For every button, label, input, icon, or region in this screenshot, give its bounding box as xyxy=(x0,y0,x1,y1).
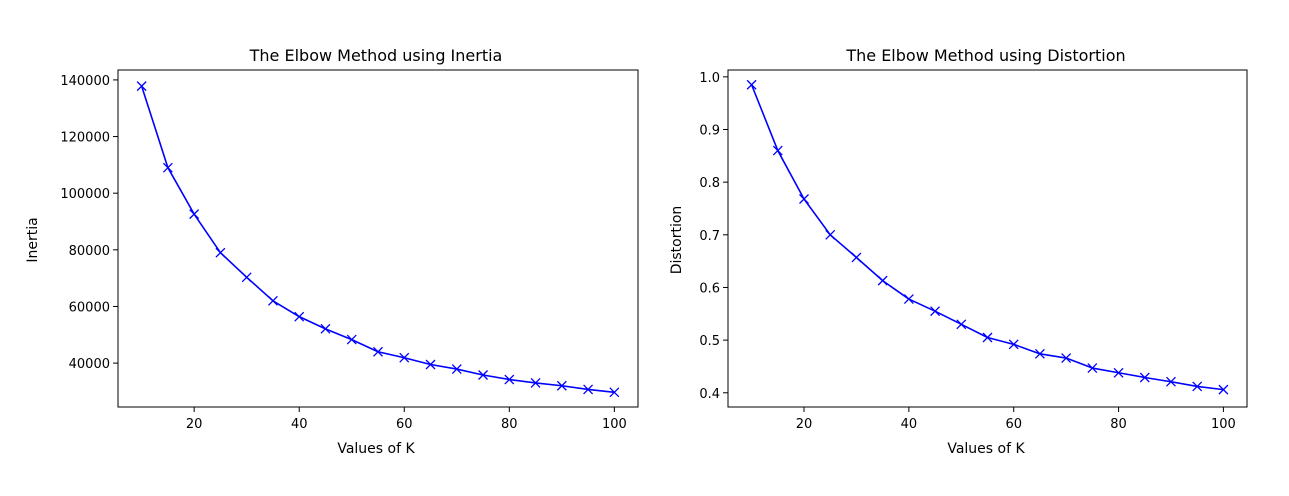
x-tick-label: 100 xyxy=(602,417,627,432)
x-axis-label: Values of K xyxy=(337,441,415,457)
y-axis-label: Distortion xyxy=(669,206,685,275)
y-tick-label: 120000 xyxy=(60,131,110,146)
data-point xyxy=(1113,367,1124,378)
x-tick-label: 100 xyxy=(1211,417,1236,432)
data-point xyxy=(1166,376,1176,387)
y-tick-label: 0.4 xyxy=(699,387,720,402)
axes-frame xyxy=(117,69,639,408)
data-point xyxy=(799,194,809,204)
data-point xyxy=(609,387,620,398)
y-tick-label: 1.0 xyxy=(699,71,720,86)
data-point xyxy=(451,364,462,375)
data-point xyxy=(478,370,489,380)
data-point xyxy=(982,332,993,343)
x-tick-label: 20 xyxy=(796,417,813,432)
plot-area: 20 40 60 80 100 40000 60000 80000 100000 120000 14… xyxy=(60,69,639,432)
data-point xyxy=(504,374,515,385)
chart-title: The Elbow Method using Inertia xyxy=(249,46,503,65)
data-point xyxy=(189,209,200,220)
data-point xyxy=(136,81,147,92)
x-tick-label: 80 xyxy=(1110,417,1127,432)
chart-distortion: The Elbow Method using Distortion Values… xyxy=(669,46,1248,457)
data-point xyxy=(346,334,357,345)
data-point xyxy=(530,377,541,388)
data-point xyxy=(215,247,226,258)
data-point xyxy=(746,79,757,90)
data-point xyxy=(825,229,836,240)
data-point xyxy=(162,162,173,173)
data-point xyxy=(903,294,914,305)
data-point xyxy=(241,272,252,283)
y-tick-label: 100000 xyxy=(60,187,110,202)
plot-area: 20 40 60 80 100 0.4 0.5 0.6 0.7 0.8 0.9 1.0 xyxy=(699,69,1248,432)
x-tick-label: 80 xyxy=(501,417,518,432)
y-tick-label: 0.9 xyxy=(699,124,720,139)
y-tick-label: 80000 xyxy=(69,244,110,259)
y-axis-label: Inertia xyxy=(25,217,41,262)
x-tick-label: 60 xyxy=(396,417,413,432)
data-point xyxy=(556,380,567,391)
y-tick-label: 0.6 xyxy=(699,281,720,296)
data-point xyxy=(425,359,436,370)
data-point xyxy=(772,145,783,156)
y-tick-label: 40000 xyxy=(69,357,110,372)
y-tick-label: 0.8 xyxy=(699,176,720,191)
y-tick-label: 0.5 xyxy=(699,334,720,349)
chart-inertia: The Elbow Method using Inertia Values of… xyxy=(25,46,639,457)
data-point xyxy=(1218,384,1229,395)
data-point xyxy=(1139,372,1150,383)
x-tick-label: 40 xyxy=(291,417,308,432)
y-tick-label: 140000 xyxy=(60,74,110,89)
data-point xyxy=(267,295,278,306)
series-line xyxy=(140,85,615,394)
data-point xyxy=(1034,348,1045,359)
series-line xyxy=(750,84,1224,391)
data-point xyxy=(320,323,331,334)
data-point xyxy=(1008,339,1019,350)
y-tick-label: 0.7 xyxy=(699,229,720,244)
data-point xyxy=(851,252,862,263)
y-tick-label: 60000 xyxy=(69,300,110,315)
axes-frame xyxy=(727,69,1248,408)
data-point xyxy=(930,306,941,317)
x-tick-label: 20 xyxy=(186,417,203,432)
data-point xyxy=(1087,363,1098,373)
data-point xyxy=(583,384,594,395)
data-point xyxy=(1061,353,1072,363)
x-tick-label: 60 xyxy=(1005,417,1022,432)
data-point xyxy=(294,311,305,322)
chart-title: The Elbow Method using Distortion xyxy=(845,46,1125,65)
data-point xyxy=(1192,381,1203,392)
data-point xyxy=(877,275,888,286)
data-point xyxy=(399,352,410,363)
data-point xyxy=(956,319,967,330)
data-point xyxy=(373,346,383,357)
x-tick-label: 40 xyxy=(901,417,918,432)
x-axis-label: Values of K xyxy=(947,441,1025,457)
